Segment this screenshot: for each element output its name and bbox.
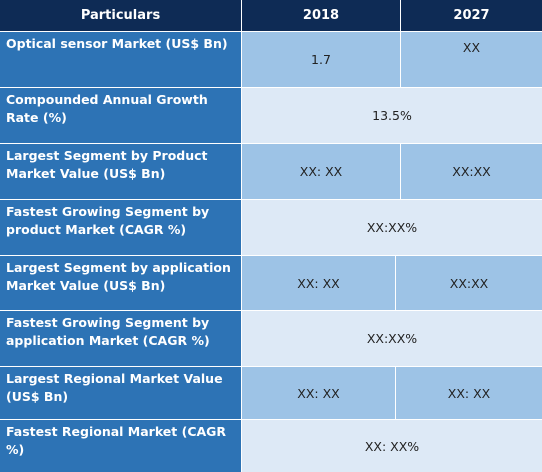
header-2027: 2027 [401,0,542,31]
value-cagr: 13.5% [242,88,542,143]
value-2018-largest-application-segment: XX: XX [242,256,395,310]
value-2018-largest-regional-market: XX: XX [242,367,395,419]
value-2027-largest-product-segment: XX:XX [401,144,542,199]
row-label-fastest-regional-market: Fastest Regional Market (CAGR %) [0,420,241,472]
value-2018-largest-product-segment: XX: XX [242,144,400,199]
value-fastest-regional-market: XX: XX% [242,420,542,472]
header-2018: 2018 [242,0,400,31]
value-fastest-product-segment: XX:XX% [242,200,542,255]
row-label-market-size: Optical sensor Market (US$ Bn) [0,32,241,87]
value-fastest-application-segment: XX:XX% [242,311,542,366]
value-2027-market-size: XX [401,32,542,87]
row-label-largest-product-segment: Largest Segment by Product Market Value … [0,144,241,199]
row-label-largest-application-segment: Largest Segment by application Market Va… [0,256,241,310]
row-label-fastest-application-segment: Fastest Growing Segment by application M… [0,311,241,366]
value-2027-largest-regional-market: XX: XX [396,367,542,419]
value-2018-market-size: 1.7 [242,32,400,87]
row-label-fastest-product-segment: Fastest Growing Segment by product Marke… [0,200,241,255]
header-particulars: Particulars [0,0,241,31]
row-label-largest-regional-market: Largest Regional Market Value (US$ Bn) [0,367,241,419]
value-2027-largest-application-segment: XX:XX [396,256,542,310]
row-label-cagr: Compounded Annual Growth Rate (%) [0,88,241,143]
